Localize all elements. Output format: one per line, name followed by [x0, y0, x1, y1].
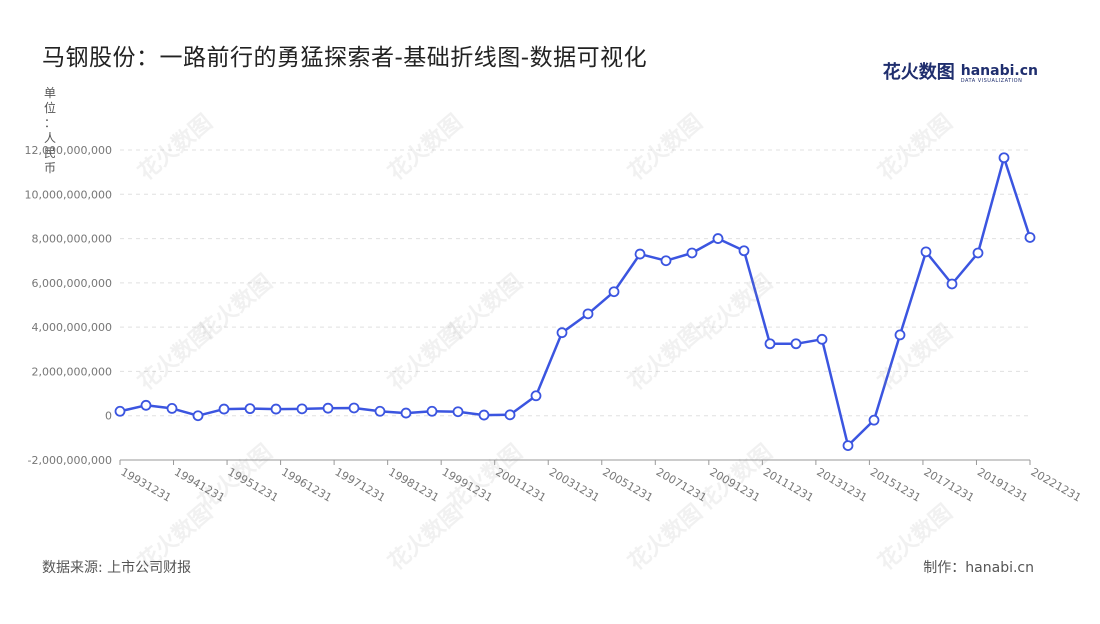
y-axis-label: 单 位 ： 人 民 币: [43, 86, 56, 175]
data-point: [400, 407, 412, 419]
x-tick-label: 20091231: [707, 465, 762, 504]
y-tick-label: 0: [105, 410, 112, 423]
data-point: [452, 406, 464, 418]
brand-logo: 花火数图 hanabi.cn DATA VISUALIZATION: [883, 58, 1038, 84]
y-tick-label: -2,000,000,000: [28, 454, 112, 467]
x-tick-label: 19931231: [119, 465, 174, 504]
chart-title: 马钢股份：一路前行的勇猛探索者-基础折线图-数据可视化: [42, 45, 648, 71]
data-point: [192, 410, 204, 422]
data-point: [790, 338, 802, 350]
data-point: [998, 152, 1010, 164]
data-point: [114, 405, 126, 417]
x-tick-label: 20171231: [921, 465, 976, 504]
y-tick-label: 8,000,000,000: [32, 233, 112, 246]
data-point: [478, 409, 490, 421]
data-point: [1024, 232, 1036, 243]
data-point: [504, 409, 516, 421]
data-point: [634, 248, 646, 260]
data-point: [842, 440, 854, 452]
data-point: [920, 246, 932, 258]
y-tick-label: 2,000,000,000: [32, 365, 112, 378]
data-point: [868, 414, 880, 426]
x-tick-label: 20051231: [600, 465, 655, 504]
y-tick-label: 4,000,000,000: [32, 321, 112, 334]
data-point: [660, 255, 672, 267]
data-point: [816, 333, 828, 345]
x-tick-label: 19951231: [226, 465, 281, 504]
x-tick-label: 20031231: [547, 465, 602, 504]
data-point: [426, 405, 438, 417]
x-tick-label: 20011231: [493, 465, 548, 504]
data-point: [608, 286, 620, 298]
data-point: [296, 403, 308, 415]
data-point: [894, 329, 906, 341]
x-tick-label: 20111231: [761, 465, 816, 504]
data-point: [374, 405, 386, 417]
data-point: [140, 399, 152, 411]
data-point: [686, 247, 698, 259]
data-source: 数据来源: 上市公司财报: [42, 560, 192, 576]
data-point: [712, 233, 724, 244]
data-point: [322, 402, 334, 414]
x-tick-label: 19971231: [333, 465, 388, 504]
data-point: [218, 403, 230, 415]
data-point: [270, 403, 282, 415]
data-point: [946, 278, 958, 290]
data-point: [348, 402, 360, 414]
brand-logo-en-block: hanabi.cn DATA VISUALIZATION: [961, 64, 1038, 84]
x-tick-label: 19941231: [172, 465, 227, 504]
x-tick-label: 20191231: [975, 465, 1030, 504]
x-tick-label: 20151231: [868, 465, 923, 504]
y-tick-label: 6,000,000,000: [32, 277, 112, 290]
y-tick-label: 12,000,000,000: [25, 144, 112, 157]
x-tick-label: 19961231: [279, 465, 334, 504]
x-tick-label: 20071231: [654, 465, 709, 504]
maker-credit: 制作：hanabi.cn: [923, 560, 1034, 576]
brand-logo-en-sub: DATA VISUALIZATION: [960, 78, 1023, 84]
x-tick-label: 20221231: [1029, 465, 1084, 504]
x-tick-label: 20131231: [814, 465, 869, 504]
data-point: [738, 245, 750, 257]
data-point: [244, 403, 256, 415]
data-point: [166, 403, 178, 414]
data-point: [530, 390, 542, 402]
x-tick-label: 19991231: [440, 465, 495, 504]
x-tick-label: 19981231: [386, 465, 441, 504]
brand-logo-en: hanabi.cn: [960, 63, 1038, 79]
brand-logo-cn: 花火数图: [882, 62, 955, 83]
series-line: [119, 156, 1032, 447]
data-point: [764, 338, 776, 350]
data-point: [582, 308, 594, 320]
data-point: [972, 247, 984, 259]
data-point: [556, 327, 568, 339]
y-tick-label: 10,000,000,000: [25, 188, 112, 201]
